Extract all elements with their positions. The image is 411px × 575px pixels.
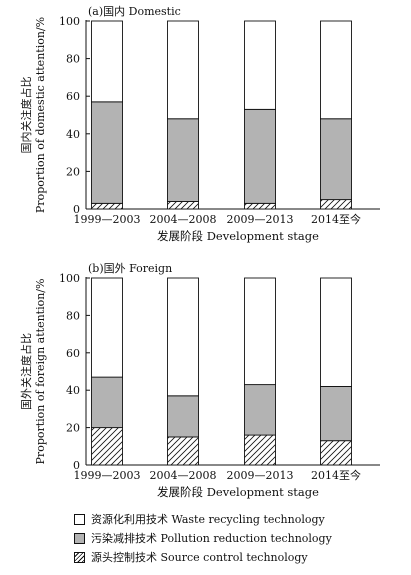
- y-tick-label-domestic: 80: [66, 53, 80, 66]
- legend-item-reduction: 污染减排技术 Pollution reduction technology: [74, 529, 332, 548]
- bar-domestic-recycling-1: [167, 20, 199, 120]
- legend-item-source: 源头控制技术 Source control technology: [74, 548, 332, 567]
- bar-foreign-recycling-2: [244, 277, 276, 386]
- y-tick-label-domestic: 100: [59, 15, 80, 28]
- legend-label-reduction: 污染减排技术 Pollution reduction technology: [91, 532, 332, 545]
- y-tick-label-foreign: 80: [66, 309, 80, 322]
- x-tick-label-domestic-2: 2009—2013: [227, 213, 294, 226]
- y-axis-label-domestic-zh: 国内关注度占比: [19, 77, 33, 154]
- x-tick-label-domestic-3: 2014至今: [311, 212, 361, 226]
- y-tick-label-domestic: 40: [66, 128, 80, 141]
- bar-foreign-source-2: [244, 434, 276, 466]
- y-tick-label-domestic: 60: [66, 90, 80, 103]
- swatch-hatch: [74, 552, 85, 563]
- bar-foreign-source-1: [167, 436, 199, 466]
- bar-domestic-recycling-2: [244, 20, 276, 110]
- y-axis-label-domestic-en: Proportion of domestic attention/%: [34, 17, 47, 213]
- x-tick-label-foreign-2: 2009—2013: [227, 469, 294, 482]
- bar-domestic-source-2: [244, 202, 276, 210]
- y-axis-label-foreign-en: Proportion of foreign attention/%: [34, 279, 47, 465]
- x-tick-label-foreign-0: 1999—2003: [74, 469, 141, 482]
- bar-foreign-reduction-1: [167, 395, 199, 438]
- y-tick-label-domestic: 0: [73, 203, 80, 216]
- y-tick-label-foreign: 60: [66, 347, 80, 360]
- swatch-white: [74, 514, 85, 525]
- legend: 资源化利用技术 Waste recycling technology 污染减排技…: [74, 510, 332, 567]
- bar-domestic-reduction-3: [320, 118, 352, 201]
- bar-foreign-recycling-1: [167, 277, 199, 397]
- bar-foreign-recycling-0: [91, 277, 123, 378]
- x-tick-label-foreign-1: 2004—2008: [150, 469, 217, 482]
- bar-domestic-reduction-0: [91, 101, 123, 204]
- chart-title-domestic: (a)国内 Domestic: [88, 4, 181, 18]
- swatch-gray: [74, 533, 85, 544]
- bar-domestic-source-3: [320, 199, 352, 210]
- chart-title-foreign: (b)国外 Foreign: [88, 262, 172, 275]
- x-axis-label-domestic: 发展阶段 Development stage: [157, 229, 319, 243]
- legend-item-recycling: 资源化利用技术 Waste recycling technology: [74, 510, 332, 529]
- bar-domestic-recycling-0: [91, 20, 123, 103]
- y-tick-label-foreign: 40: [66, 384, 80, 397]
- bar-domestic-recycling-3: [320, 20, 352, 120]
- y-tick-label-foreign: 0: [73, 459, 80, 472]
- x-axis-label-foreign: 发展阶段 Development stage: [157, 485, 319, 499]
- bar-foreign-source-0: [91, 427, 123, 466]
- x-tick-label-domestic-0: 1999—2003: [74, 213, 141, 226]
- bar-domestic-reduction-1: [167, 118, 199, 202]
- x-tick-label-domestic-1: 2004—2008: [150, 213, 217, 226]
- bar-domestic-source-0: [91, 202, 123, 210]
- y-tick-label-domestic: 20: [66, 165, 80, 178]
- y-tick-label-foreign: 100: [59, 272, 80, 285]
- bar-domestic-source-1: [167, 201, 199, 210]
- x-tick-label-foreign-3: 2014至今: [311, 468, 361, 482]
- bar-foreign-source-3: [320, 440, 352, 466]
- bar-foreign-reduction-3: [320, 386, 352, 442]
- bar-foreign-recycling-3: [320, 277, 352, 387]
- legend-label-source: 源头控制技术 Source control technology: [91, 551, 308, 564]
- y-tick-label-foreign: 20: [66, 422, 80, 435]
- bar-foreign-reduction-2: [244, 384, 276, 436]
- bar-domestic-reduction-2: [244, 108, 276, 204]
- legend-label-recycling: 资源化利用技术 Waste recycling technology: [91, 513, 325, 526]
- y-axis-label-foreign-zh: 国外关注度占比: [19, 333, 33, 410]
- bar-foreign-reduction-0: [91, 376, 123, 429]
